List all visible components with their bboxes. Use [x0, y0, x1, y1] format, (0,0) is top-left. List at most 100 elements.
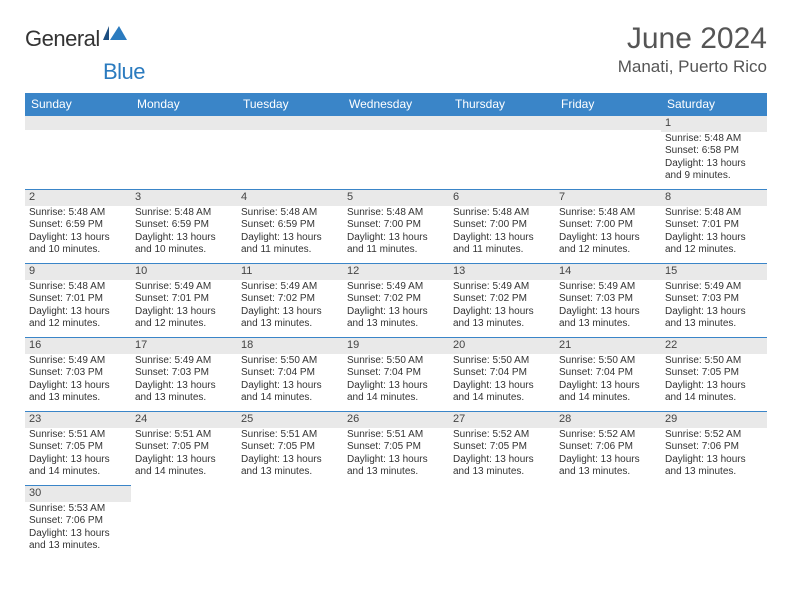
sunset-line: Sunset: 7:03 PM — [135, 367, 233, 380]
day-details: Sunrise: 5:48 AMSunset: 6:59 PMDaylight:… — [25, 206, 131, 259]
calendar-day-cell — [237, 485, 343, 559]
sunset-line: Sunset: 7:04 PM — [241, 367, 339, 380]
sunrise-line: Sunrise: 5:48 AM — [665, 207, 763, 220]
day-details: Sunrise: 5:49 AMSunset: 7:03 PMDaylight:… — [661, 280, 767, 333]
day-details: Sunrise: 5:49 AMSunset: 7:02 PMDaylight:… — [237, 280, 343, 333]
calendar-day-cell: 28Sunrise: 5:52 AMSunset: 7:06 PMDayligh… — [555, 411, 661, 485]
sunset-line: Sunset: 7:02 PM — [453, 293, 551, 306]
day-number: 27 — [449, 411, 555, 428]
day-details: Sunrise: 5:51 AMSunset: 7:05 PMDaylight:… — [25, 428, 131, 481]
calendar-day-cell: 20Sunrise: 5:50 AMSunset: 7:04 PMDayligh… — [449, 337, 555, 411]
day-details: Sunrise: 5:48 AMSunset: 7:01 PMDaylight:… — [25, 280, 131, 333]
day-number: 11 — [237, 263, 343, 280]
sunrise-line: Sunrise: 5:50 AM — [665, 355, 763, 368]
sunrise-line: Sunrise: 5:49 AM — [665, 281, 763, 294]
daylight-line: Daylight: 13 hours and 13 minutes. — [559, 454, 657, 479]
sunset-line: Sunset: 7:05 PM — [135, 441, 233, 454]
day-details: Sunrise: 5:52 AMSunset: 7:06 PMDaylight:… — [555, 428, 661, 481]
empty-day-head — [237, 115, 343, 130]
sunrise-line: Sunrise: 5:52 AM — [665, 429, 763, 442]
day-number: 23 — [25, 411, 131, 428]
day-details: Sunrise: 5:51 AMSunset: 7:05 PMDaylight:… — [237, 428, 343, 481]
calendar-day-cell: 11Sunrise: 5:49 AMSunset: 7:02 PMDayligh… — [237, 263, 343, 337]
calendar-week-row: 23Sunrise: 5:51 AMSunset: 7:05 PMDayligh… — [25, 411, 767, 485]
day-details: Sunrise: 5:48 AMSunset: 7:00 PMDaylight:… — [343, 206, 449, 259]
sunrise-line: Sunrise: 5:50 AM — [347, 355, 445, 368]
day-details: Sunrise: 5:49 AMSunset: 7:02 PMDaylight:… — [343, 280, 449, 333]
sunrise-line: Sunrise: 5:48 AM — [135, 207, 233, 220]
location-label: Manati, Puerto Rico — [618, 57, 767, 77]
calendar-day-cell: 19Sunrise: 5:50 AMSunset: 7:04 PMDayligh… — [343, 337, 449, 411]
sunset-line: Sunset: 7:01 PM — [29, 293, 127, 306]
sunset-line: Sunset: 7:06 PM — [559, 441, 657, 454]
weekday-header: Wednesday — [343, 93, 449, 115]
sunrise-line: Sunrise: 5:49 AM — [347, 281, 445, 294]
daylight-line: Daylight: 13 hours and 13 minutes. — [135, 380, 233, 405]
sunrise-line: Sunrise: 5:50 AM — [453, 355, 551, 368]
sunrise-line: Sunrise: 5:52 AM — [453, 429, 551, 442]
calendar-table: Sunday Monday Tuesday Wednesday Thursday… — [25, 93, 767, 559]
calendar-day-cell: 17Sunrise: 5:49 AMSunset: 7:03 PMDayligh… — [131, 337, 237, 411]
brand-logo: General — [25, 22, 127, 52]
sunrise-line: Sunrise: 5:49 AM — [29, 355, 127, 368]
sunset-line: Sunset: 6:59 PM — [241, 219, 339, 232]
day-number: 1 — [661, 115, 767, 132]
day-details: Sunrise: 5:50 AMSunset: 7:05 PMDaylight:… — [661, 354, 767, 407]
daylight-line: Daylight: 13 hours and 14 minutes. — [241, 380, 339, 405]
calendar-day-cell — [449, 115, 555, 189]
sunrise-line: Sunrise: 5:48 AM — [665, 133, 763, 146]
calendar-day-cell — [131, 485, 237, 559]
sunset-line: Sunset: 7:04 PM — [347, 367, 445, 380]
sunset-line: Sunset: 7:05 PM — [29, 441, 127, 454]
calendar-day-cell: 7Sunrise: 5:48 AMSunset: 7:00 PMDaylight… — [555, 189, 661, 263]
day-number: 5 — [343, 189, 449, 206]
empty-day-head — [131, 115, 237, 130]
daylight-line: Daylight: 13 hours and 13 minutes. — [347, 454, 445, 479]
daylight-line: Daylight: 13 hours and 14 minutes. — [347, 380, 445, 405]
day-details: Sunrise: 5:49 AMSunset: 7:01 PMDaylight:… — [131, 280, 237, 333]
calendar-day-cell: 16Sunrise: 5:49 AMSunset: 7:03 PMDayligh… — [25, 337, 131, 411]
sunset-line: Sunset: 7:02 PM — [241, 293, 339, 306]
calendar-day-cell: 24Sunrise: 5:51 AMSunset: 7:05 PMDayligh… — [131, 411, 237, 485]
empty-day-head — [343, 115, 449, 130]
sunrise-line: Sunrise: 5:51 AM — [29, 429, 127, 442]
day-number: 3 — [131, 189, 237, 206]
daylight-line: Daylight: 13 hours and 12 minutes. — [135, 306, 233, 331]
day-number: 15 — [661, 263, 767, 280]
calendar-day-cell: 23Sunrise: 5:51 AMSunset: 7:05 PMDayligh… — [25, 411, 131, 485]
sunrise-line: Sunrise: 5:49 AM — [135, 281, 233, 294]
day-number: 14 — [555, 263, 661, 280]
sunset-line: Sunset: 6:58 PM — [665, 145, 763, 158]
day-details: Sunrise: 5:48 AMSunset: 6:58 PMDaylight:… — [661, 132, 767, 185]
calendar-week-row: 16Sunrise: 5:49 AMSunset: 7:03 PMDayligh… — [25, 337, 767, 411]
day-details: Sunrise: 5:51 AMSunset: 7:05 PMDaylight:… — [343, 428, 449, 481]
empty-day-head — [449, 115, 555, 130]
sunset-line: Sunset: 7:05 PM — [241, 441, 339, 454]
sunset-line: Sunset: 7:06 PM — [29, 515, 127, 528]
sunrise-line: Sunrise: 5:48 AM — [241, 207, 339, 220]
daylight-line: Daylight: 13 hours and 14 minutes. — [665, 380, 763, 405]
day-details: Sunrise: 5:50 AMSunset: 7:04 PMDaylight:… — [555, 354, 661, 407]
weekday-header: Friday — [555, 93, 661, 115]
day-details: Sunrise: 5:51 AMSunset: 7:05 PMDaylight:… — [131, 428, 237, 481]
calendar-day-cell: 9Sunrise: 5:48 AMSunset: 7:01 PMDaylight… — [25, 263, 131, 337]
day-number: 18 — [237, 337, 343, 354]
day-number: 20 — [449, 337, 555, 354]
daylight-line: Daylight: 13 hours and 10 minutes. — [135, 232, 233, 257]
sunrise-line: Sunrise: 5:49 AM — [241, 281, 339, 294]
calendar-day-cell — [25, 115, 131, 189]
daylight-line: Daylight: 13 hours and 11 minutes. — [241, 232, 339, 257]
weekday-header: Thursday — [449, 93, 555, 115]
day-number: 12 — [343, 263, 449, 280]
sunrise-line: Sunrise: 5:53 AM — [29, 503, 127, 516]
sunset-line: Sunset: 7:05 PM — [665, 367, 763, 380]
calendar-day-cell: 21Sunrise: 5:50 AMSunset: 7:04 PMDayligh… — [555, 337, 661, 411]
calendar-day-cell: 10Sunrise: 5:49 AMSunset: 7:01 PMDayligh… — [131, 263, 237, 337]
sunrise-line: Sunrise: 5:50 AM — [559, 355, 657, 368]
calendar-day-cell — [661, 485, 767, 559]
sunrise-line: Sunrise: 5:49 AM — [559, 281, 657, 294]
page-title: June 2024 — [618, 22, 767, 55]
daylight-line: Daylight: 13 hours and 12 minutes. — [665, 232, 763, 257]
brand-part2: Blue — [103, 59, 145, 84]
calendar-day-cell: 14Sunrise: 5:49 AMSunset: 7:03 PMDayligh… — [555, 263, 661, 337]
